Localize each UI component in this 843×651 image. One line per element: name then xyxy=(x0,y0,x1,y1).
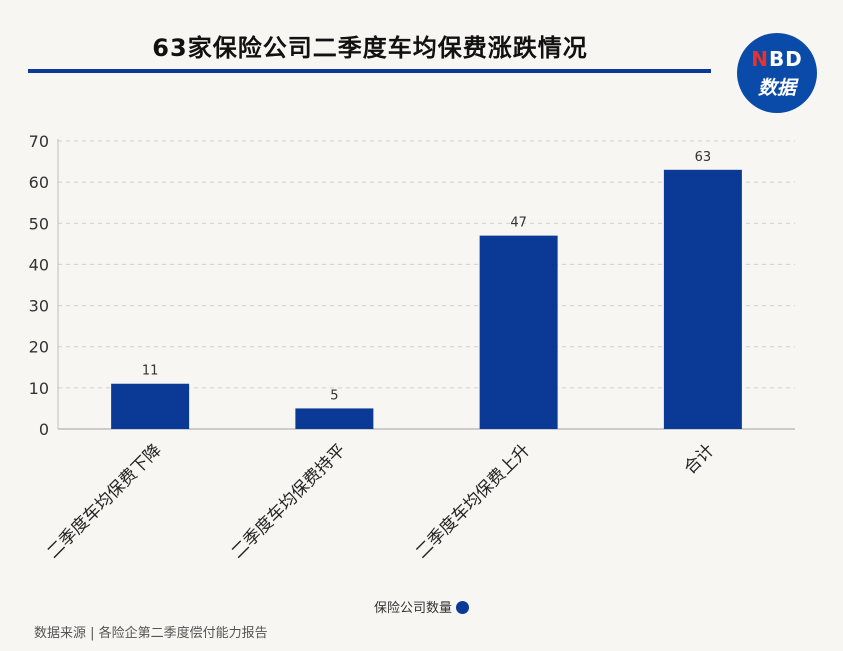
y-tick-label: 40 xyxy=(29,255,49,274)
bar xyxy=(663,169,742,430)
y-tick-label: 70 xyxy=(29,132,49,151)
logo-text-bottom: 数据 xyxy=(757,77,796,99)
title-underline xyxy=(28,69,711,73)
legend-swatch xyxy=(456,601,469,614)
bar xyxy=(479,235,558,429)
bar xyxy=(295,408,374,429)
legend-label: 保险公司数量 xyxy=(373,601,452,616)
y-tick-label: 50 xyxy=(29,214,49,233)
x-category-label: 合计 xyxy=(680,440,718,478)
bar xyxy=(111,383,190,429)
y-tick-label: 10 xyxy=(29,379,49,398)
data-label: 47 xyxy=(510,216,527,231)
x-category-label: 二季度车均保费持平 xyxy=(228,440,350,562)
source-note: 数据来源 | 各险企第二季度偿付能力报告 xyxy=(34,626,268,641)
y-tick-label: 30 xyxy=(29,297,49,316)
chart-title: 63家保险公司二季度车均保费涨跌情况 xyxy=(152,34,588,62)
data-label: 11 xyxy=(142,364,159,379)
logo-text-top: NBD xyxy=(751,47,803,71)
y-tick-label: 0 xyxy=(39,420,49,439)
x-category-label: 二季度车均保费上升 xyxy=(412,440,534,562)
nbd-logo: NBD 数据 xyxy=(737,33,817,113)
y-tick-label: 20 xyxy=(29,338,49,357)
x-category-label: 二季度车均保费下降 xyxy=(43,440,165,562)
data-label: 63 xyxy=(695,150,712,165)
y-tick-label: 60 xyxy=(29,173,49,192)
data-label: 5 xyxy=(330,388,338,403)
legend: 保险公司数量 xyxy=(0,597,843,616)
bar-chart: 0 10 20 30 40 50 60 70 11 二季度车均保费下降 5 二季度车均保费持平 47 二季… xyxy=(29,132,795,563)
